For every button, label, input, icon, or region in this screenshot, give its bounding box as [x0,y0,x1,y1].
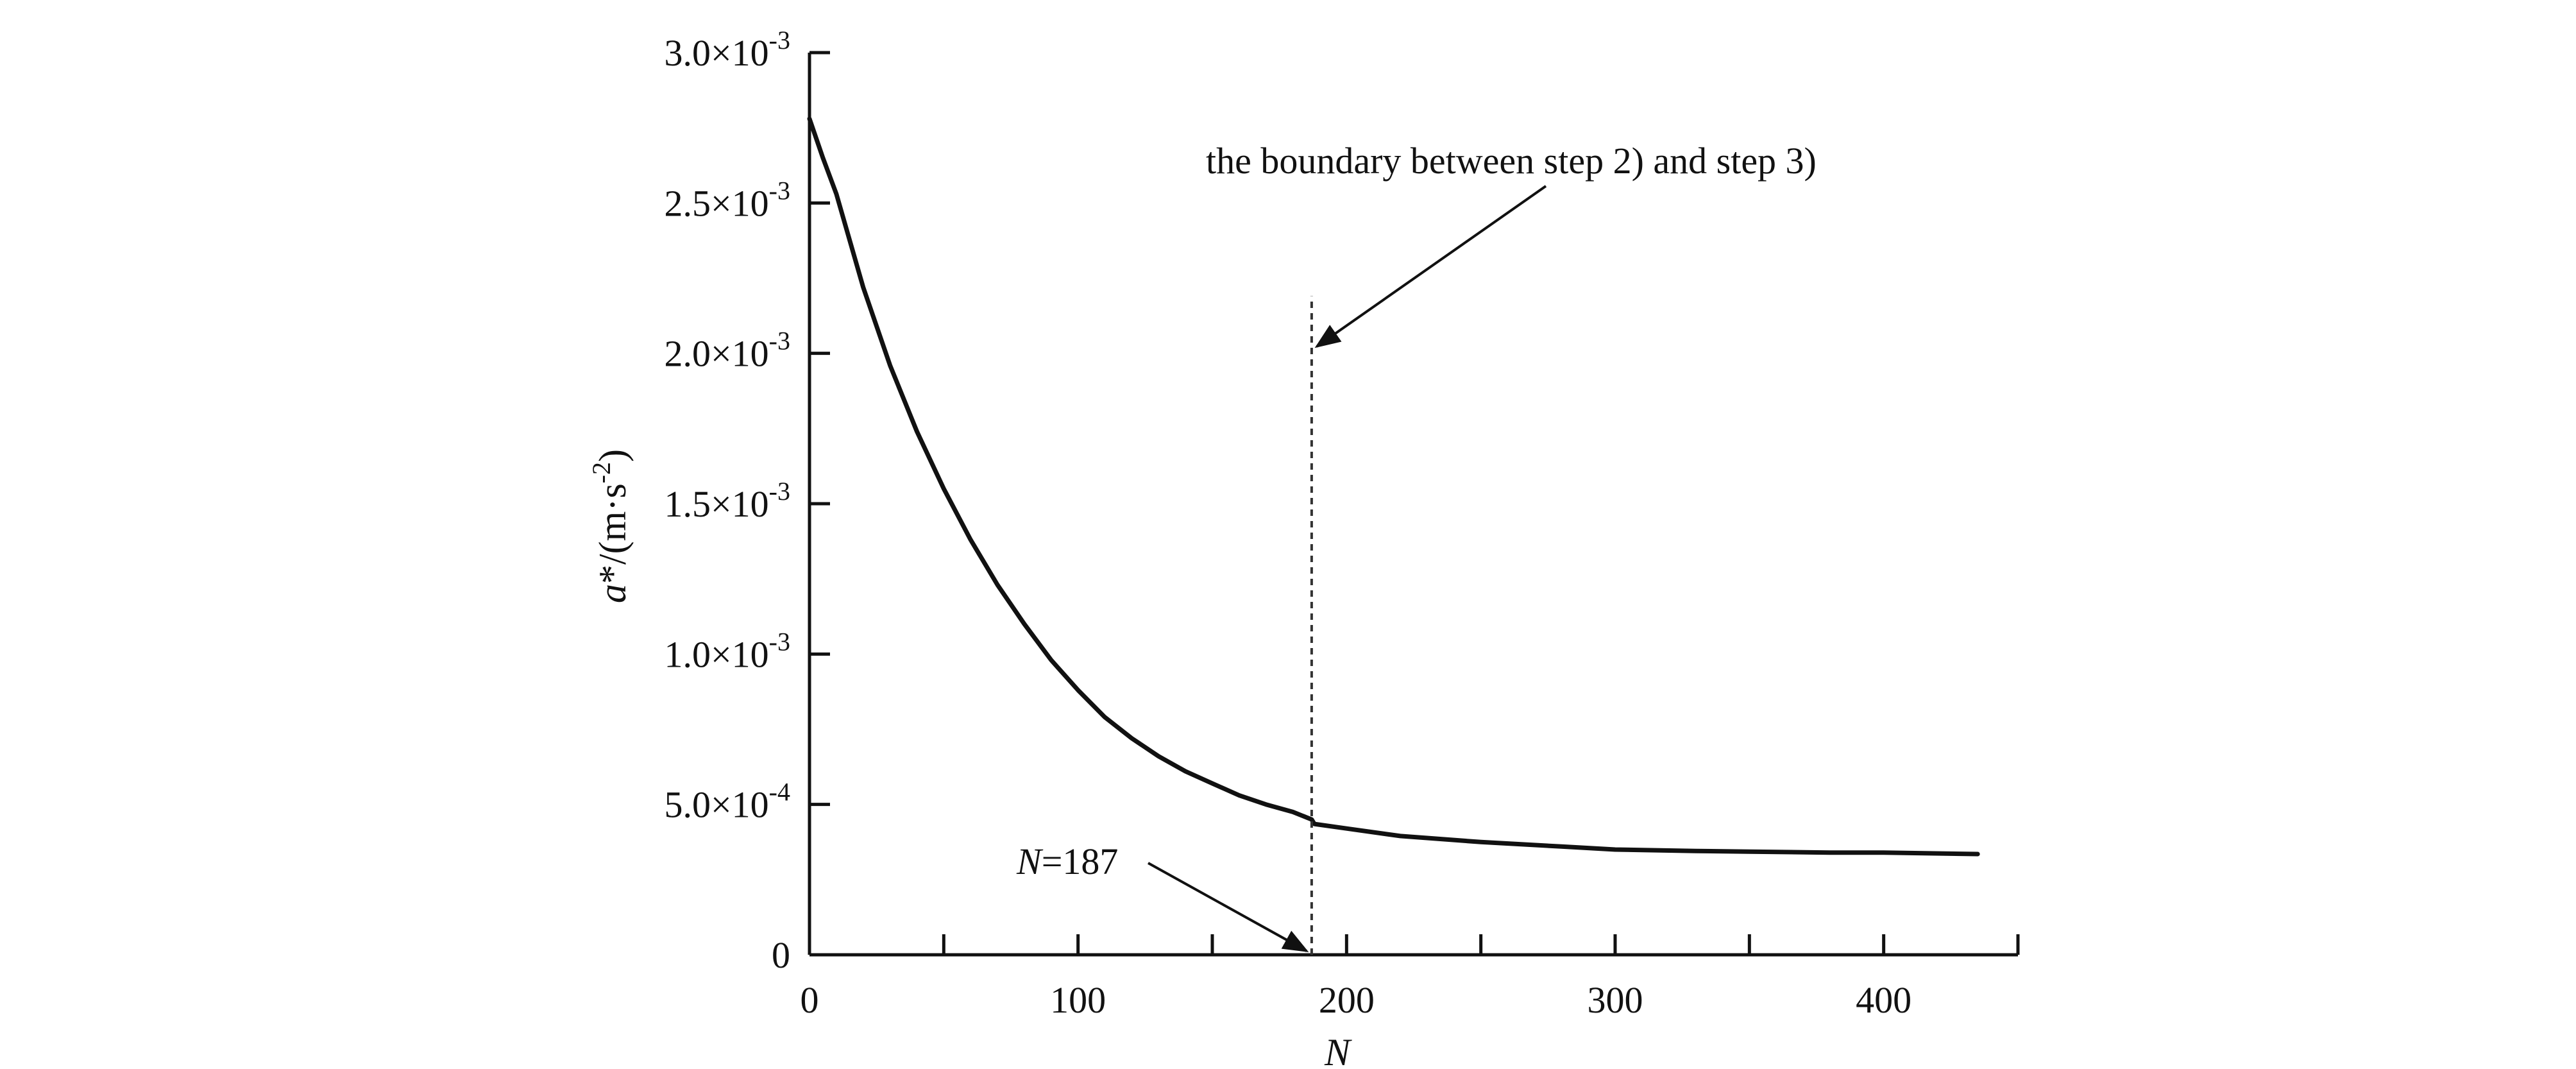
y-tick-label-0: 0 [772,934,790,976]
y-tick-label-6: 3.0×10-3 [664,26,790,74]
y-axis-title-sup: -2 [587,462,616,483]
y-tick-label-exponent: -3 [769,176,790,205]
marks [807,116,1980,955]
y-tick-label-2: 1.0×10-3 [664,627,790,675]
axes [808,53,2018,957]
series-line-0 [807,116,1980,857]
x-tick-label-400: 400 [1856,979,1911,1021]
y-tick-label-3: 1.5×10-3 [664,477,790,525]
y-tick-label-mantissa: 1.0×10 [664,633,768,675]
x-tick-label-0: 0 [801,979,819,1021]
x-tick-label-100: 100 [1050,979,1106,1021]
y-tick-label-exponent: -3 [769,26,790,55]
y-tick-label-exponent: -4 [769,778,790,807]
y-tick-label-mantissa: 3.0×10 [664,32,768,74]
n187-annotation-n: N [1016,841,1044,882]
n187-annotation-value: =187 [1042,841,1119,882]
x-tick-label-300: 300 [1588,979,1643,1021]
y-tick-label-exponent: -3 [769,327,790,355]
ticks: 0 100 200 300 40005.0×10-41.0×10-31.5×10-32.… [664,26,2020,1021]
y-axis-title-close: ) [591,449,634,462]
y-axis-title-unit: */(m·s [591,483,634,584]
boundary-arrow [1314,185,1547,348]
n187-annotation: N=187 [1016,841,1118,882]
y-tick-label-5: 2.5×10-3 [664,176,790,224]
y-tick-label-mantissa: 2.0×10 [664,333,768,375]
y-tick-label-mantissa: 2.5×10 [664,182,768,224]
x-axis-title: N [1324,1031,1352,1069]
y-tick-label-mantissa: 5.0×10 [664,784,768,826]
n187-arrow [1148,862,1309,952]
boundary-annotation: the boundary between step 2) and step 3) [1206,140,1817,182]
x-tick-label-200: 200 [1319,979,1375,1021]
y-axis-title: a*/(m·s-2) [587,449,634,603]
y-tick-label-4: 2.0×10-3 [664,327,790,375]
y-axis-title-a: a [591,584,634,603]
y-tick-label-1: 5.0×10-4 [664,778,790,826]
y-tick-label-exponent: -3 [769,627,790,656]
y-tick-label-exponent: -3 [769,477,790,506]
y-tick-label-mantissa: 1.5×10 [664,483,768,525]
y-tick-label-mantissa: 0 [772,934,790,976]
